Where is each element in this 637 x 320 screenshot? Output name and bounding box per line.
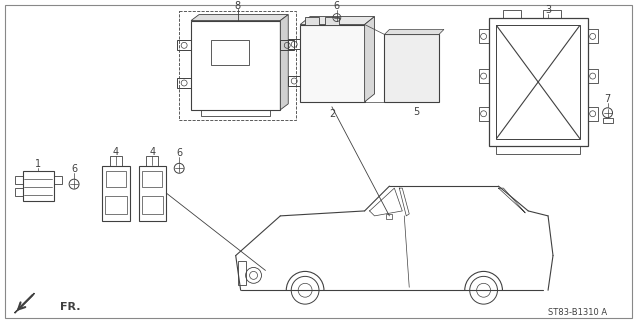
Bar <box>478 29 489 43</box>
Text: 4: 4 <box>149 148 155 157</box>
Text: 4: 4 <box>113 148 118 157</box>
Text: 6: 6 <box>176 148 182 158</box>
Bar <box>300 25 364 102</box>
Bar <box>177 40 191 50</box>
Bar <box>138 166 166 221</box>
Text: 8: 8 <box>234 1 241 11</box>
Text: FR.: FR. <box>60 302 81 312</box>
Bar <box>15 188 22 196</box>
Bar <box>211 40 248 65</box>
Text: 5: 5 <box>413 107 419 117</box>
Polygon shape <box>385 29 444 35</box>
Polygon shape <box>15 293 34 313</box>
Bar <box>305 17 319 25</box>
Text: 6: 6 <box>334 1 340 11</box>
Polygon shape <box>280 15 289 110</box>
Bar <box>588 107 598 121</box>
Text: 3: 3 <box>545 4 551 15</box>
Bar <box>54 176 62 184</box>
Bar <box>238 260 246 285</box>
Bar <box>15 176 22 184</box>
Text: 2: 2 <box>329 109 335 119</box>
Bar <box>179 11 296 120</box>
Bar <box>280 40 294 50</box>
Bar <box>478 107 489 121</box>
Bar <box>106 171 125 187</box>
Bar <box>141 196 163 214</box>
Bar <box>191 20 280 110</box>
Bar <box>478 69 489 83</box>
Bar <box>543 10 561 18</box>
Bar <box>387 214 392 219</box>
Text: ST83-B1310 A: ST83-B1310 A <box>548 308 607 316</box>
Polygon shape <box>300 17 375 25</box>
Bar <box>496 147 580 155</box>
Bar <box>385 35 439 102</box>
Bar <box>147 156 159 166</box>
Text: 7: 7 <box>605 94 611 104</box>
Polygon shape <box>364 17 375 102</box>
Bar <box>102 166 129 221</box>
Bar <box>143 171 162 187</box>
Bar <box>588 29 598 43</box>
Bar <box>489 18 588 147</box>
Bar <box>588 69 598 83</box>
Bar <box>110 156 122 166</box>
Bar <box>177 78 191 88</box>
Bar <box>105 196 127 214</box>
Bar <box>325 17 339 25</box>
Bar <box>22 171 54 201</box>
Bar <box>201 110 271 116</box>
Bar <box>289 76 300 86</box>
Bar <box>603 118 613 123</box>
Text: 6: 6 <box>71 164 77 174</box>
Bar <box>503 10 521 18</box>
Bar <box>289 39 300 49</box>
Bar <box>496 26 580 139</box>
Polygon shape <box>191 15 289 20</box>
Text: 1: 1 <box>35 159 41 169</box>
